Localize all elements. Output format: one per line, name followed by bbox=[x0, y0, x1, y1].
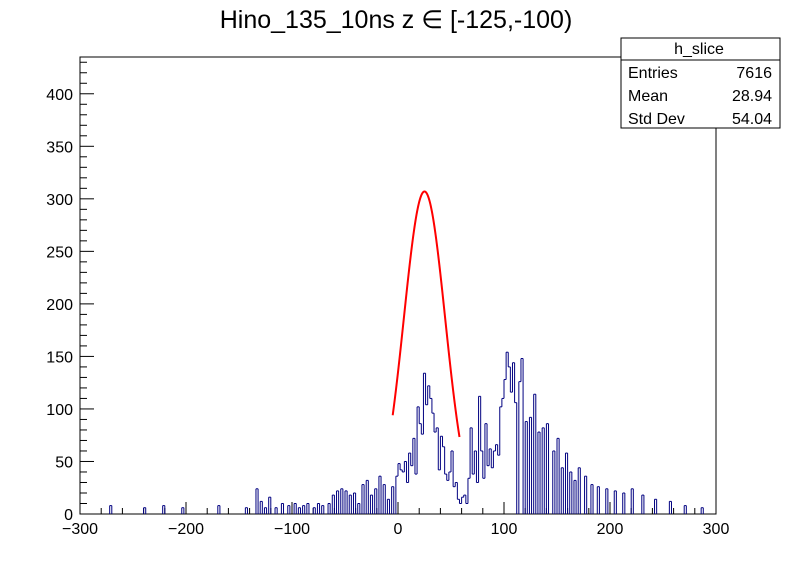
x-tick-label: 100 bbox=[491, 521, 518, 538]
stats-entries-value: 7616 bbox=[736, 65, 772, 82]
x-tick-label: 200 bbox=[597, 521, 624, 538]
stats-entries-label: Entries bbox=[628, 65, 678, 82]
stats-box-title: h_slice bbox=[674, 41, 724, 58]
x-tick-label: 0 bbox=[394, 521, 403, 538]
histogram-bins bbox=[109, 351, 704, 514]
x-axis: −300 −200 −100 0 100 200 300 bbox=[62, 502, 729, 538]
gaussian-fit-curve bbox=[391, 190, 461, 438]
stats-stddev-label: Std Dev bbox=[628, 111, 685, 128]
y-tick-label: 50 bbox=[55, 454, 73, 471]
y-tick-label: 0 bbox=[64, 507, 73, 524]
stats-box-frame bbox=[620, 37, 781, 129]
y-tick-label: 400 bbox=[46, 87, 73, 104]
stats-box: h_slice Entries 7616 Mean 28.94 Std Dev … bbox=[620, 37, 781, 129]
stats-mean-value: 28.94 bbox=[732, 88, 772, 105]
x-tick-label: 300 bbox=[703, 521, 730, 538]
y-tick-label: 100 bbox=[46, 402, 73, 419]
chart-title: Hino_135_10ns z ∈ [-125,-100) bbox=[220, 6, 573, 34]
y-tick-label: 250 bbox=[46, 244, 73, 261]
y-axis: 0 50 100 150 200 250 300 350 400 bbox=[46, 61, 94, 524]
y-tick-label: 300 bbox=[46, 192, 73, 209]
y-tick-label: 200 bbox=[46, 297, 73, 314]
stats-stddev-value: 54.04 bbox=[732, 111, 772, 128]
y-tick-label: 350 bbox=[46, 139, 73, 156]
x-tick-label: −300 bbox=[62, 521, 98, 538]
stats-mean-label: Mean bbox=[628, 88, 668, 105]
y-tick-label: 150 bbox=[46, 349, 73, 366]
x-tick-label: −100 bbox=[274, 521, 310, 538]
x-tick-label: −200 bbox=[168, 521, 204, 538]
